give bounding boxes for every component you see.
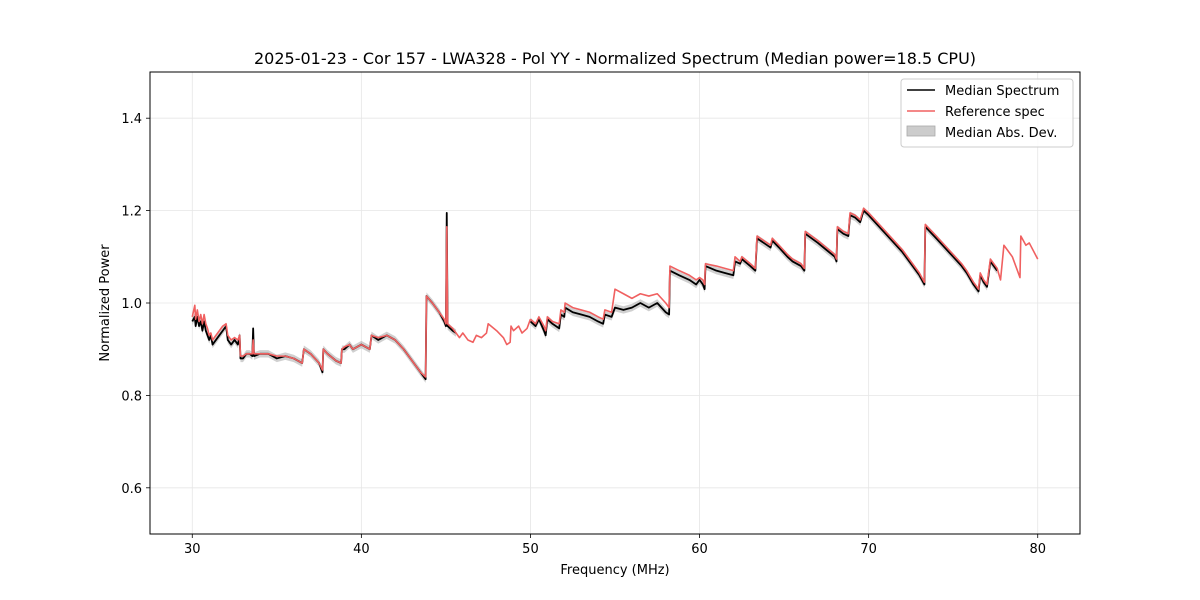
legend-box bbox=[900, 78, 1074, 148]
mad-band bbox=[192, 209, 457, 383]
reference-spec-line bbox=[529, 207, 1039, 332]
x-tick-label: 40 bbox=[353, 542, 370, 557]
series-layer bbox=[191, 207, 1039, 381]
y-tick-label: 1.4 bbox=[121, 112, 142, 127]
x-tick-label: 50 bbox=[522, 542, 539, 557]
chart-title: 2025-01-23 - Cor 157 - LWA328 - Pol YY -… bbox=[254, 49, 976, 68]
y-tick-label: 0.8 bbox=[121, 389, 142, 404]
legend: Median Spectrum Reference spec Median Ab… bbox=[900, 78, 1074, 148]
tick-layer: 30 40 50 60 70 80 0.6 0.8 1.0 1.2 1.4 bbox=[121, 112, 1046, 557]
x-tick-label: 70 bbox=[860, 542, 877, 557]
legend-mad-label: Median Abs. Dev. bbox=[945, 126, 1057, 141]
x-tick-label: 80 bbox=[1029, 542, 1046, 557]
y-tick-label: 1.0 bbox=[121, 297, 142, 312]
y-axis-label: Normalized Power bbox=[98, 244, 113, 362]
legend-median-label: Median Spectrum bbox=[945, 84, 1059, 99]
y-tick-label: 1.2 bbox=[121, 205, 142, 220]
x-axis-label: Frequency (MHz) bbox=[560, 563, 669, 578]
plot-frame bbox=[149, 71, 1081, 535]
median-spectrum-line bbox=[529, 209, 998, 337]
reference-spec-line bbox=[191, 225, 532, 378]
legend-reference-label: Reference spec bbox=[945, 105, 1045, 120]
y-tick-label: 0.6 bbox=[121, 482, 142, 497]
x-tick-label: 60 bbox=[691, 542, 708, 557]
legend-mad-swatch bbox=[906, 125, 936, 137]
x-tick-label: 30 bbox=[184, 542, 201, 557]
